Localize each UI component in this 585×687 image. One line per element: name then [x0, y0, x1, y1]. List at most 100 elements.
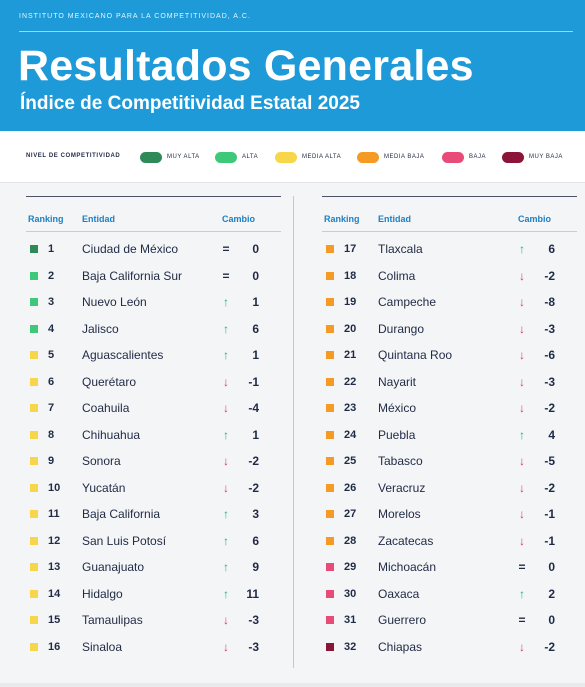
state-name: Aguascalientes — [82, 348, 164, 362]
rank-change: 4 — [548, 427, 555, 442]
level-color-square — [30, 563, 38, 571]
level-color-square — [326, 324, 334, 333]
arrow-down-icon: ↓ — [519, 507, 525, 521]
arrow-down-icon: ↓ — [223, 639, 229, 654]
rank-change: 0 — [252, 242, 259, 256]
state-name: Nuevo León — [82, 295, 147, 309]
rank-number: 28 — [344, 534, 357, 547]
legend-text: BAJA — [469, 154, 487, 160]
rank-number: 21 — [344, 349, 357, 361]
level-color-square — [30, 245, 38, 253]
header-divider — [19, 31, 573, 32]
rank-change: -2 — [248, 454, 259, 468]
state-name: Nayarit — [378, 374, 417, 389]
level-color-square — [326, 457, 334, 465]
rank-number: 5 — [48, 349, 55, 361]
table-row: 31 Guerrero = 0 — [322, 606, 577, 633]
table-row: 19 Campeche ↓ -8 — [322, 288, 577, 315]
state-name: Coahuila — [82, 401, 130, 415]
level-color-square — [30, 483, 38, 492]
rank-change: -3 — [544, 374, 555, 389]
rank-number: 25 — [344, 455, 357, 467]
rank-change: -2 — [544, 639, 555, 654]
state-name: Zacatecas — [378, 533, 434, 548]
level-color-square — [30, 298, 38, 306]
rank-change: -1 — [544, 507, 555, 521]
column-header-entidad: Entidad — [378, 214, 411, 224]
state-name: Guerrero — [378, 613, 427, 627]
rank-number: 4 — [48, 322, 55, 335]
arrow-up-icon: ↑ — [223, 507, 229, 521]
organization-name: INSTITUTO MEXICANO PARA LA COMPETITIVIDA… — [19, 13, 251, 20]
level-color-square — [30, 271, 38, 280]
table-header-rule — [322, 231, 577, 232]
rank-change: -3 — [544, 321, 555, 336]
rank-number: 20 — [344, 322, 357, 335]
rank-number: 29 — [344, 561, 357, 573]
table-row: 21 Quintana Roo ↓ -6 — [322, 341, 577, 368]
page-subtitle: Índice de Competitividad Estatal 2025 — [20, 93, 360, 114]
rank-change: -2 — [544, 401, 555, 415]
arrow-up-icon: ↑ — [223, 533, 229, 548]
arrow-down-icon: ↓ — [519, 533, 525, 548]
rank-change: 3 — [252, 507, 259, 521]
level-color-square — [326, 510, 334, 518]
rank-number: 30 — [344, 587, 357, 600]
table-row: 14 Hidalgo ↑ 11 — [26, 580, 281, 607]
ranking-table-right: Ranking Entidad Cambio 17 Tlaxcala ↑ 6 18 Col… — [322, 196, 577, 659]
arrow-down-icon: ↓ — [223, 613, 229, 627]
legend-item-media-baja: MEDIA BAJA — [357, 150, 424, 164]
rank-number: 6 — [48, 375, 55, 388]
state-name: Baja California — [82, 507, 161, 521]
rank-number: 18 — [344, 269, 357, 282]
state-name: Querétaro — [82, 374, 137, 389]
rank-change: 0 — [252, 268, 259, 283]
table-row: 16 Sinaloa ↓ -3 — [26, 633, 281, 660]
arrow-down-icon: ↓ — [223, 374, 229, 389]
arrow-up-icon: ↑ — [223, 321, 229, 336]
arrow-up-icon: ↑ — [519, 242, 525, 256]
rank-number: 27 — [344, 508, 357, 520]
table-header-rule — [26, 231, 281, 232]
level-color-square — [30, 536, 38, 545]
state-name: Yucatán — [82, 480, 126, 495]
arrow-down-icon: ↓ — [519, 454, 525, 468]
rank-number: 12 — [48, 534, 61, 547]
state-name: Chihuahua — [82, 427, 141, 442]
column-header-cambio: Cambio — [517, 214, 551, 224]
state-name: Oaxaca — [378, 586, 420, 601]
rank-number: 13 — [48, 561, 61, 573]
table-row: 6 Querétaro ↓ -1 — [26, 368, 281, 395]
table-header: Ranking Entidad Cambio — [322, 197, 577, 231]
rank-number: 1 — [48, 243, 55, 255]
table-row: 1 Ciudad de México = 0 — [26, 235, 281, 262]
table-top-rule — [26, 196, 281, 197]
level-color-square — [30, 510, 38, 518]
level-color-square — [326, 616, 334, 624]
equal-icon: = — [518, 613, 526, 627]
rank-number: 26 — [344, 481, 357, 494]
state-name: Chiapas — [378, 639, 423, 654]
table-row: 23 México ↓ -2 — [322, 394, 577, 421]
table-row: 26 Veracruz ↓ -2 — [322, 474, 577, 501]
rank-number: 3 — [48, 296, 55, 308]
state-name: Veracruz — [378, 480, 426, 495]
rank-number: 2 — [48, 269, 55, 282]
table-row: 25 Tabasco ↓ -5 — [322, 447, 577, 474]
bottom-band — [0, 683, 585, 687]
rank-number: 11 — [48, 508, 60, 520]
level-color-square — [326, 351, 334, 359]
legend-text: MUY BAJA — [529, 154, 563, 160]
state-name: Sinaloa — [82, 639, 123, 654]
table-row: 28 Zacatecas ↓ -1 — [322, 527, 577, 554]
state-name: Campeche — [378, 295, 437, 309]
table-row: 13 Guanajuato ↑ 9 — [26, 553, 281, 580]
table-row: 30 Oaxaca ↑ 2 — [322, 580, 577, 607]
level-color-square — [30, 457, 38, 465]
legend-swatch — [357, 151, 379, 163]
level-color-square — [326, 563, 334, 571]
table-row: 10 Yucatán ↓ -2 — [26, 474, 281, 501]
table-row: 3 Nuevo León ↑ 1 — [26, 288, 281, 315]
state-name: México — [378, 401, 417, 415]
table-header: Ranking Entidad Cambio — [26, 197, 281, 231]
